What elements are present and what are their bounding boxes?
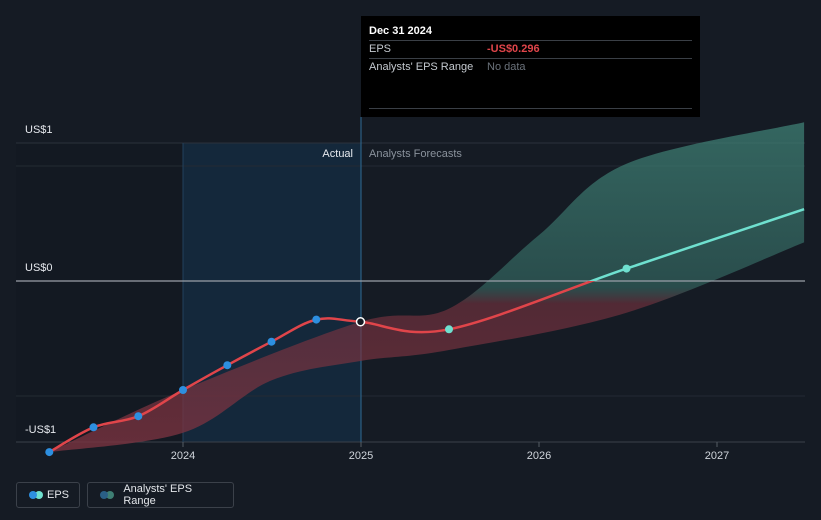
tooltip-row-range: Analysts' EPS Range No data <box>369 58 692 76</box>
legend-eps[interactable]: EPS <box>16 482 80 508</box>
eps-point-2026-07-01 <box>622 264 631 273</box>
tooltip-date: Dec 31 2024 <box>369 25 432 37</box>
x-tick-label-2026: 2026 <box>526 450 552 462</box>
x-tick-label-2027: 2027 <box>704 450 730 462</box>
tooltip-divider <box>369 108 692 109</box>
forecast-region-label: Analysts Forecasts <box>369 148 462 160</box>
legend-range-icon <box>100 491 115 499</box>
x-tick-label-2024: 2024 <box>170 450 196 462</box>
eps-point-2024-07-01 <box>267 337 276 346</box>
legend-eps-range[interactable]: Analysts' EPS Range <box>87 482 234 508</box>
eps-point-selected <box>355 317 366 327</box>
eps-point-2023-10-01 <box>134 412 143 421</box>
eps-line-positive <box>588 208 805 281</box>
tooltip-eps-value: -US$0.296 <box>487 43 540 55</box>
eps-range-band <box>49 122 805 453</box>
legend-eps-label: EPS <box>46 489 69 501</box>
pre-region <box>16 143 183 442</box>
data-tooltip: Dec 31 2024 EPS -US$0.296 Analysts' EPS … <box>361 16 700 117</box>
y-tick-label-1: US$1 <box>25 124 53 136</box>
y-tick-label-0: US$0 <box>25 262 53 274</box>
legend-range-label: Analysts' EPS Range <box>123 483 193 507</box>
eps-point-2025-07-01 <box>445 325 453 334</box>
eps-point-2024-10-01 <box>312 315 321 324</box>
x-tick-label-2025: 2025 <box>348 450 374 462</box>
eps-point-2023-07-01 <box>89 423 98 432</box>
actual-region-label: Actual <box>322 148 353 160</box>
y-tick-label-neg1: -US$1 <box>25 424 57 436</box>
tooltip-range-value: No data <box>487 61 526 73</box>
eps-point-2023-04-01 <box>45 448 54 457</box>
tooltip-eps-key: EPS <box>369 43 392 55</box>
legend-eps-icon <box>29 491 43 499</box>
eps-point-2024-01-01 <box>179 386 187 394</box>
tooltip-row-eps: EPS -US$0.296 <box>369 40 692 58</box>
tooltip-range-key: Analysts' EPS Range <box>369 61 474 73</box>
eps-point-2024-04-01 <box>223 361 232 370</box>
